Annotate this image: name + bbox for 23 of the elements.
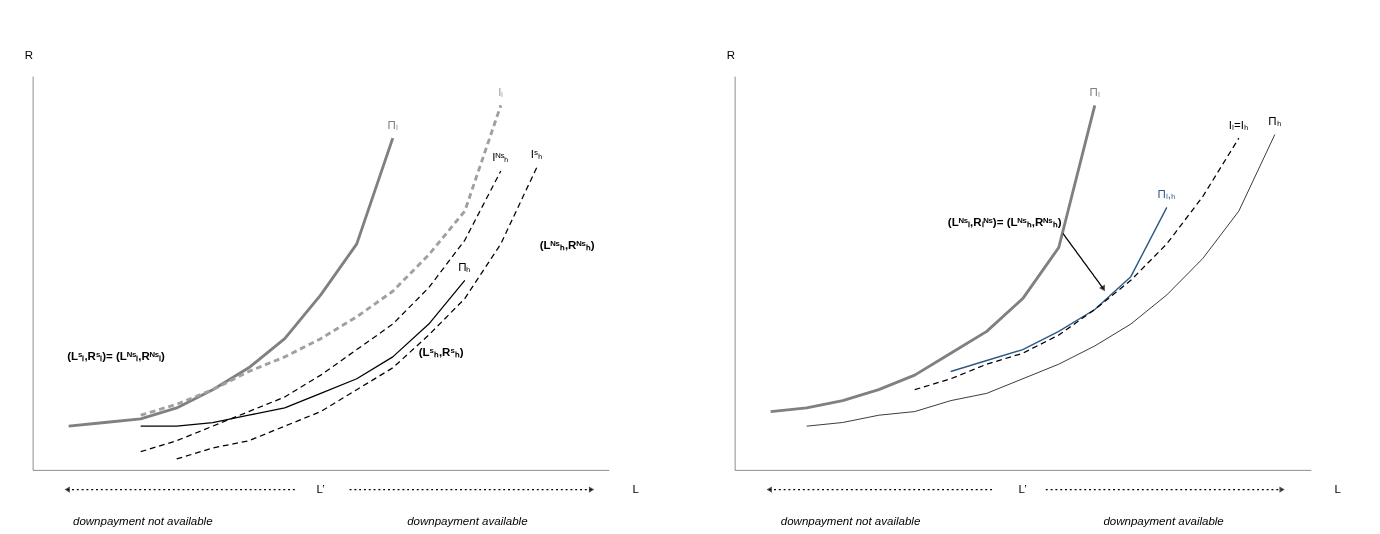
series-label: Iₗ xyxy=(498,85,504,98)
x-axis-title: L xyxy=(632,482,640,495)
text: downpayment not available xyxy=(780,514,921,527)
series-label: Iₗ=Iₕ xyxy=(1228,118,1249,131)
series-label: Πₗ xyxy=(1089,85,1100,98)
text: L’ xyxy=(316,483,325,496)
series-label: Πₗ,ₕ xyxy=(1157,187,1177,200)
series-label: Πₗ xyxy=(387,118,398,131)
annotation: (Lᴺˢₗ,Rₗᴺˢ)= (Lᴺˢₕ,Rᴺˢₕ) xyxy=(947,215,1062,228)
annotation: (Lˢₕ,Rˢₕ) xyxy=(418,345,464,358)
series-label: Iᴺˢₕ xyxy=(492,151,510,164)
y-axis-title: R xyxy=(726,48,735,61)
annotation: (Lˢₗ,Rˢₗ)= (Lᴺˢₗ,Rᴺˢₗ) xyxy=(67,349,166,362)
series-label: Iˢₕ xyxy=(530,147,543,160)
series-label: Πₕ xyxy=(1268,114,1282,127)
series-label: Πₕ xyxy=(458,260,472,273)
annotation: (Lᴺˢₕ,Rᴺˢₕ) xyxy=(539,239,595,252)
text: downpayment available xyxy=(407,514,528,527)
text: downpayment not available xyxy=(72,514,213,527)
text: L’ xyxy=(1018,483,1027,496)
text: downpayment available xyxy=(1103,514,1224,527)
y-axis-title: R xyxy=(24,48,33,61)
x-axis-title: L xyxy=(1334,482,1342,495)
